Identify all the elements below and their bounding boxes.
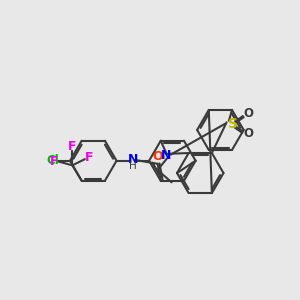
Text: F: F bbox=[85, 151, 94, 164]
Text: F: F bbox=[50, 155, 58, 168]
Text: O: O bbox=[243, 127, 253, 140]
Text: Cl: Cl bbox=[46, 154, 59, 167]
Text: O: O bbox=[243, 107, 253, 120]
Text: S: S bbox=[228, 117, 238, 131]
Text: O: O bbox=[152, 150, 163, 163]
Text: F: F bbox=[68, 140, 76, 153]
Text: N: N bbox=[128, 153, 138, 166]
Text: N: N bbox=[161, 149, 171, 162]
Text: H: H bbox=[129, 161, 137, 171]
